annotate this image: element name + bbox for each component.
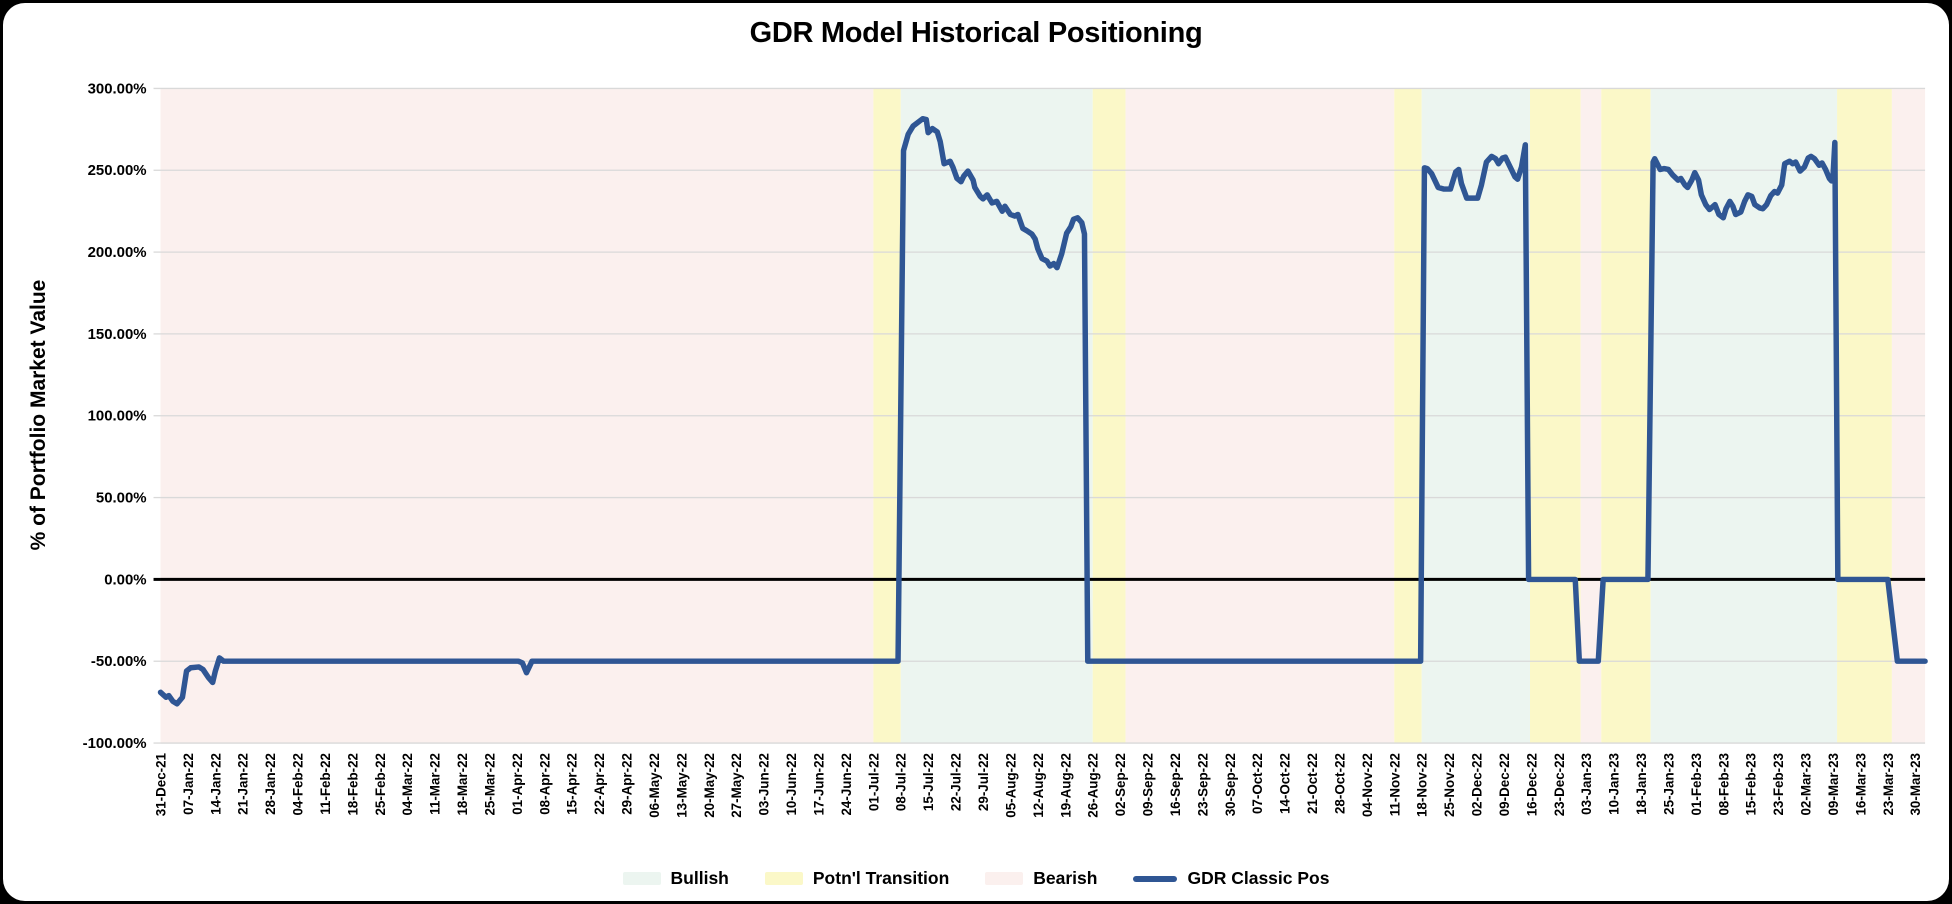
x-tick-label: 02-Sep-22: [1113, 753, 1128, 816]
x-tick-label: 11-Nov-22: [1387, 753, 1402, 816]
x-tick-label: 10-Jun-22: [784, 753, 799, 816]
legend-item-gdr-classic-pos: GDR Classic Pos: [1133, 868, 1329, 889]
x-tick-label: 17-Jun-22: [811, 753, 826, 816]
x-tick-label: 21-Oct-22: [1305, 753, 1320, 814]
y-tick-label: 0.00%: [104, 571, 146, 588]
x-tick-label: 23-Sep-22: [1195, 753, 1210, 816]
x-tick-label: 19-Aug-22: [1058, 753, 1073, 818]
x-tick-label: 01-Apr-22: [510, 753, 525, 815]
x-tick-label: 09-Dec-22: [1497, 753, 1512, 816]
series-gdr-classic-pos: [157, 115, 1928, 707]
x-tick-label: 29-Jul-22: [976, 753, 991, 811]
x-tick-label: 23-Feb-23: [1771, 753, 1786, 816]
x-tick-label: 25-Nov-22: [1442, 753, 1457, 817]
x-tick-label: 01-Jul-22: [866, 753, 881, 811]
x-tick-label: 10-Jan-23: [1607, 753, 1622, 815]
x-tick-label: 18-Jan-23: [1634, 753, 1649, 815]
x-tick-label: 14-Oct-22: [1278, 753, 1293, 814]
line-swatch-icon: [1133, 875, 1178, 882]
x-tick-label: 28-Oct-22: [1332, 753, 1347, 814]
x-tick-label: 16-Sep-22: [1168, 753, 1183, 816]
x-tick-label: 22-Apr-22: [592, 753, 607, 815]
x-tick-label: 01-Feb-23: [1689, 753, 1704, 816]
x-tick-label: 08-Jul-22: [894, 753, 909, 811]
x-tick-label: 25-Feb-22: [373, 753, 388, 816]
x-tick-label: 11-Feb-22: [318, 753, 333, 815]
x-tick-label: 23-Mar-23: [1881, 753, 1896, 816]
x-tick-label: 25-Mar-22: [482, 753, 497, 816]
y-tick-label: -100.00%: [83, 735, 147, 752]
y-tick-label: 100.00%: [88, 408, 147, 425]
x-tick-label: 21-Jan-22: [236, 753, 251, 815]
x-tick-label: 05-Aug-22: [1003, 753, 1018, 818]
y-tick-label: -50.00%: [91, 653, 147, 670]
x-tick-label: 18-Nov-22: [1415, 753, 1430, 817]
x-tick-label: 26-Aug-22: [1086, 753, 1101, 818]
legend-label-bearish: Bearish: [1033, 868, 1098, 888]
x-tick-label: 14-Jan-22: [208, 753, 223, 815]
x-tick-label: 18-Feb-22: [345, 753, 360, 816]
x-tick-label: 03-Jan-23: [1579, 753, 1594, 815]
x-tick-label: 06-May-22: [647, 753, 662, 818]
x-tick-label: 08-Feb-23: [1716, 753, 1731, 816]
y-axis-title: % of Portfolio Market Value: [27, 279, 50, 551]
y-tick-label: 150.00%: [88, 326, 147, 343]
x-tick-label: 04-Feb-22: [291, 753, 306, 816]
transition-swatch-icon: [764, 872, 803, 885]
legend-item-bearish: Bearish: [985, 868, 1097, 889]
x-tick-label: 04-Nov-22: [1360, 753, 1375, 817]
x-tick-label: 16-Mar-23: [1853, 753, 1868, 816]
x-tick-label: 07-Jan-22: [181, 753, 196, 815]
x-tick-label: 30-Sep-22: [1223, 753, 1238, 816]
legend-label-gdr-classic-pos: GDR Classic Pos: [1187, 868, 1330, 888]
x-tick-label: 13-May-22: [674, 753, 689, 818]
chart-legend: Bullish Potn'l Transition Bearish GDR Cl…: [3, 868, 1949, 889]
y-tick-label: 250.00%: [88, 162, 147, 179]
x-tick-label: 04-Mar-22: [400, 753, 415, 816]
x-tick-label: 08-Apr-22: [537, 753, 552, 815]
chart-canvas: 300.00% 250.00% 200.00% 150.00% 100.00% 50.00…: [83, 80, 1928, 818]
x-tick-label: 27-May-22: [729, 753, 744, 818]
x-tick-label: 25-Jan-23: [1661, 753, 1676, 815]
x-tick-label: 09-Mar-23: [1826, 753, 1841, 816]
x-tick-label: 31-Dec-21: [153, 752, 168, 816]
legend-label-transition: Potn'l Transition: [812, 868, 950, 888]
x-tick-label: 30-Mar-23: [1908, 753, 1923, 816]
legend-item-bullish: Bullish: [622, 868, 729, 889]
x-tick-label: 02-Mar-23: [1799, 753, 1814, 816]
x-tick-label: 23-Dec-22: [1552, 753, 1567, 816]
y-tick-label: 50.00%: [96, 490, 147, 507]
bullish-swatch-icon: [622, 872, 661, 885]
chart-card: 300.00% 250.00% 200.00% 150.00% 100.00% 50.00…: [3, 3, 1949, 901]
x-tick-label: 24-Jun-22: [839, 753, 854, 816]
x-tick-label: 02-Dec-22: [1470, 753, 1485, 816]
x-tick-label: 15-Apr-22: [565, 753, 580, 815]
x-tick-label: 07-Oct-22: [1250, 753, 1265, 814]
legend-label-bullish: Bullish: [670, 868, 729, 888]
x-tick-label: 22-Jul-22: [949, 753, 964, 811]
x-tick-label: 12-Aug-22: [1031, 753, 1046, 818]
legend-item-transition: Potn'l Transition: [764, 868, 950, 889]
x-tick-label: 18-Mar-22: [455, 753, 470, 816]
x-tick-label: 15-Feb-23: [1744, 753, 1759, 816]
x-tick-label: 28-Jan-22: [263, 753, 278, 815]
y-tick-label: 200.00%: [88, 244, 147, 261]
x-tick-label: 16-Dec-22: [1524, 753, 1539, 816]
x-tick-label: 29-Apr-22: [620, 753, 635, 815]
y-tick-label: 300.00%: [88, 80, 147, 97]
chart-title: GDR Model Historical Positioning: [749, 17, 1203, 49]
x-tick-label: 03-Jun-22: [757, 753, 772, 816]
x-tick-label: 20-May-22: [702, 753, 717, 818]
x-tick-label: 15-Jul-22: [921, 753, 936, 811]
x-tick-label: 11-Mar-22: [428, 753, 443, 815]
bearish-swatch-icon: [985, 872, 1024, 885]
x-tick-label: 09-Sep-22: [1141, 753, 1156, 816]
